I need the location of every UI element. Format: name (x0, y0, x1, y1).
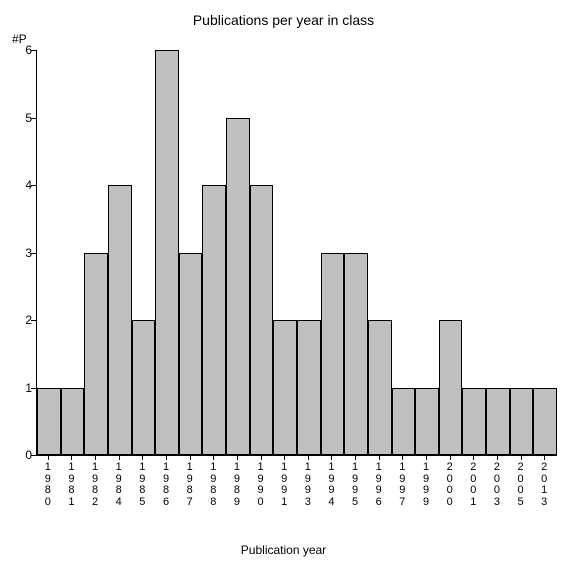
x-tick-mark (331, 455, 332, 460)
x-tick-mark (95, 455, 96, 460)
x-tick-mark (166, 455, 167, 460)
x-tick-label: 1 9 8 8 (208, 462, 218, 508)
y-tick-label: 1 (12, 381, 32, 395)
bar (273, 320, 297, 455)
bar (462, 388, 486, 456)
x-tick-label: 1 9 9 0 (256, 462, 266, 508)
x-tick-label: 1 9 9 1 (279, 462, 289, 508)
x-tick-mark (284, 455, 285, 460)
x-tick-label: 2 0 0 0 (445, 462, 455, 508)
y-tick-label: 6 (12, 43, 32, 57)
chart-title: Publications per year in class (0, 12, 567, 28)
x-tick-label: 2 0 0 5 (516, 462, 526, 508)
x-tick-mark (379, 455, 380, 460)
x-tick-mark (308, 455, 309, 460)
bar (344, 253, 368, 456)
x-tick-label: 1 9 8 4 (114, 462, 124, 508)
x-tick-label: 1 9 9 3 (303, 462, 313, 508)
x-tick-mark (450, 455, 451, 460)
y-tick-label: 3 (12, 246, 32, 260)
x-tick-mark (71, 455, 72, 460)
x-tick-label: 2 0 0 1 (468, 462, 478, 508)
bar (84, 253, 108, 456)
x-tick-label: 1 9 9 9 (421, 462, 431, 508)
x-tick-mark (497, 455, 498, 460)
bar (439, 320, 463, 455)
x-tick-mark (261, 455, 262, 460)
x-tick-mark (355, 455, 356, 460)
x-tick-mark (190, 455, 191, 460)
y-tick-mark (31, 388, 36, 389)
y-tick-label: 4 (12, 178, 32, 192)
bar (510, 388, 534, 456)
bar (226, 118, 250, 456)
x-tick-mark (402, 455, 403, 460)
x-tick-mark (473, 455, 474, 460)
bar (486, 388, 510, 456)
x-tick-mark (544, 455, 545, 460)
bar (533, 388, 557, 456)
x-tick-label: 1 9 9 5 (350, 462, 360, 508)
x-tick-label: 1 9 8 6 (161, 462, 171, 508)
bar (37, 388, 61, 456)
x-tick-label: 1 9 8 2 (90, 462, 100, 508)
y-tick-label: 2 (12, 313, 32, 327)
bar (415, 388, 439, 456)
x-tick-label: 1 9 8 5 (137, 462, 147, 508)
x-tick-label: 1 9 8 0 (43, 462, 53, 508)
x-tick-label: 1 9 9 7 (397, 462, 407, 508)
x-tick-mark (213, 455, 214, 460)
y-tick-mark (31, 50, 36, 51)
y-tick-mark (31, 455, 36, 456)
y-tick-label: 5 (12, 111, 32, 125)
bar (297, 320, 321, 455)
bar (132, 320, 156, 455)
bar (321, 253, 345, 456)
x-tick-label: 2 0 1 3 (539, 462, 549, 508)
bar (155, 50, 179, 455)
x-tick-label: 1 9 9 4 (326, 462, 336, 508)
x-tick-mark (119, 455, 120, 460)
x-tick-mark (237, 455, 238, 460)
x-tick-mark (521, 455, 522, 460)
x-tick-label: 1 9 8 9 (232, 462, 242, 508)
x-tick-mark (426, 455, 427, 460)
x-tick-label: 1 9 8 7 (185, 462, 195, 508)
y-tick-mark (31, 185, 36, 186)
bar (179, 253, 203, 456)
chart-container: Publications per year in class #P Public… (0, 0, 567, 567)
bar (108, 185, 132, 455)
x-tick-label: 1 9 8 1 (66, 462, 76, 508)
plot-area (36, 50, 557, 456)
bar (202, 185, 226, 455)
y-tick-mark (31, 320, 36, 321)
y-tick-mark (31, 118, 36, 119)
x-axis-label: Publication year (0, 543, 567, 557)
x-tick-label: 2 0 0 3 (492, 462, 502, 508)
bar (392, 388, 416, 456)
bar (368, 320, 392, 455)
y-tick-mark (31, 253, 36, 254)
bar (61, 388, 85, 456)
x-tick-mark (48, 455, 49, 460)
y-tick-label: 0 (12, 448, 32, 462)
bar (250, 185, 274, 455)
x-tick-mark (142, 455, 143, 460)
x-tick-label: 1 9 9 6 (374, 462, 384, 508)
